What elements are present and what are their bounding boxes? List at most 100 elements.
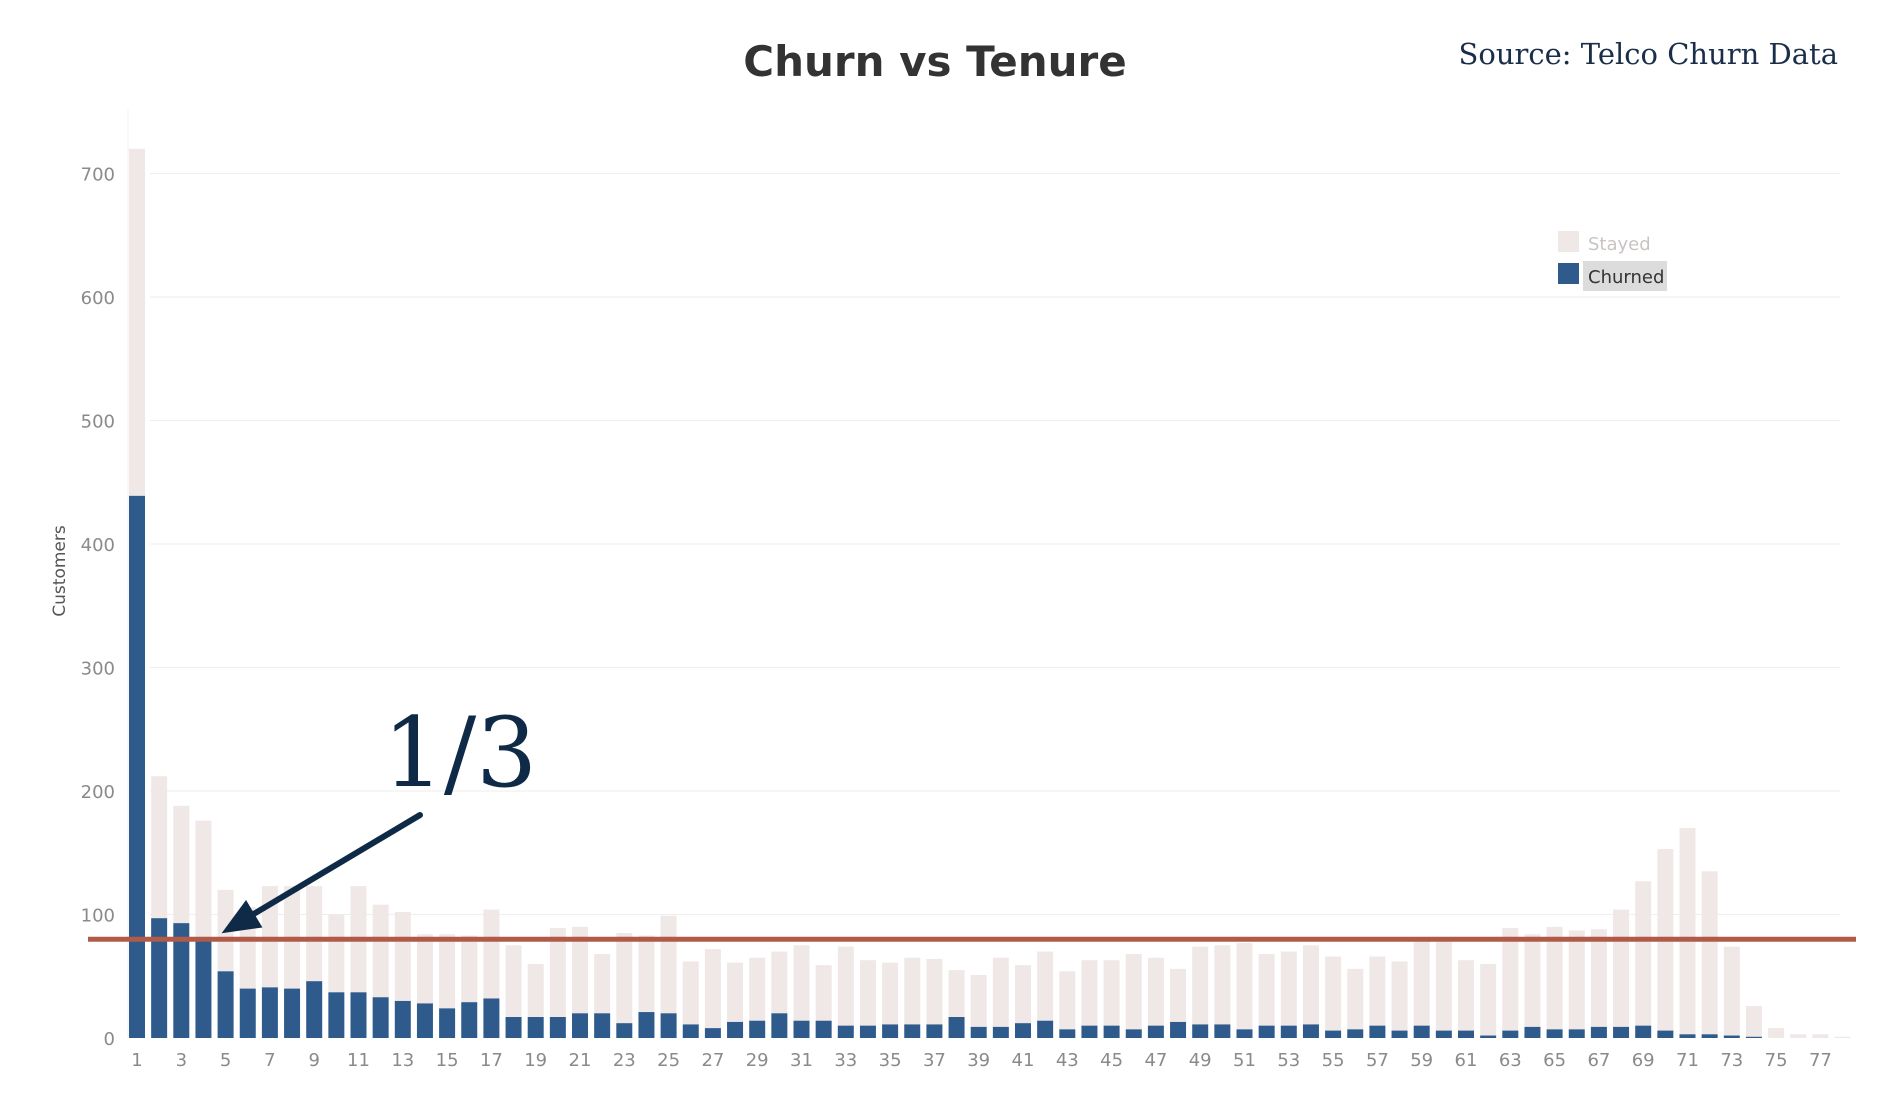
x-tick-label: 33 (834, 1050, 857, 1071)
x-tick-label: 1 (131, 1050, 142, 1071)
bar-stayed (1458, 960, 1474, 1031)
legend-highlight (1583, 261, 1667, 291)
bar-stayed (970, 975, 987, 1027)
bar-stayed (195, 820, 212, 938)
bar-churned (284, 988, 301, 1038)
bar-churned (1480, 1035, 1497, 1038)
x-tick-label: 31 (790, 1050, 813, 1071)
bar-stayed (660, 915, 677, 1014)
x-tick-label: 57 (1366, 1050, 1389, 1071)
legend-swatch-stayed[interactable] (1558, 231, 1579, 252)
y-tick-label: 300 (81, 659, 115, 680)
y-tick-label: 100 (81, 906, 115, 927)
bar-churned (1325, 1030, 1342, 1038)
x-tick-label: 53 (1277, 1050, 1300, 1071)
legend-label-churned[interactable]: Churned (1588, 267, 1664, 288)
x-tick-label: 35 (879, 1050, 902, 1071)
annotation-arrow-head (221, 900, 263, 934)
bar-stayed (1369, 956, 1386, 1026)
x-tick-label: 67 (1587, 1050, 1610, 1071)
bar-stayed (682, 961, 699, 1025)
bar-stayed (1325, 956, 1342, 1031)
bar-churned (1413, 1025, 1430, 1038)
bar-stayed (1391, 961, 1408, 1031)
x-tick-label: 61 (1455, 1050, 1478, 1071)
bar-churned (882, 1024, 899, 1038)
y-tick-label: 700 (81, 165, 115, 186)
bar-stayed (1302, 945, 1319, 1025)
bar-stayed (416, 934, 433, 1004)
y-axis-label: Customers (50, 525, 70, 617)
bar-stayed (1480, 963, 1497, 1036)
x-tick-label: 45 (1100, 1050, 1123, 1071)
bar-churned (1214, 1024, 1231, 1038)
bar-stayed (1812, 1034, 1829, 1038)
bar-stayed (859, 960, 876, 1026)
bar-churned (416, 1003, 433, 1038)
bar-churned (572, 1013, 588, 1038)
legend-swatch-churned[interactable] (1558, 263, 1579, 284)
bar-churned (1170, 1021, 1187, 1038)
x-tick-label: 27 (701, 1050, 724, 1071)
bar-stayed (1125, 954, 1142, 1030)
bar-churned (970, 1026, 987, 1038)
bar-churned (904, 1024, 921, 1038)
bar-stayed (1103, 960, 1120, 1026)
bar-churned (1613, 1026, 1630, 1038)
bar-stayed (1347, 968, 1364, 1030)
bar-stayed (1768, 1028, 1785, 1038)
bar-churned (793, 1020, 810, 1038)
bar-stayed (483, 909, 500, 999)
x-tick-label: 43 (1056, 1050, 1079, 1071)
x-tick-label: 25 (657, 1050, 680, 1071)
x-tick-label: 41 (1012, 1050, 1035, 1071)
bar-stayed (1524, 934, 1541, 1027)
bar-churned (594, 1013, 611, 1038)
x-tick-label: 69 (1632, 1050, 1655, 1071)
bar-churned (992, 1026, 1009, 1038)
legend-label-stayed[interactable]: Stayed (1588, 234, 1651, 255)
bar-churned (261, 987, 278, 1038)
bar-stayed (1170, 968, 1187, 1022)
bar-stayed (1413, 940, 1430, 1026)
bar-churned (1590, 1026, 1607, 1038)
bar-stayed (461, 935, 478, 1003)
bar-churned (483, 998, 500, 1038)
bar-churned (217, 971, 234, 1038)
bar-churned (704, 1028, 721, 1038)
bar-stayed (926, 958, 943, 1025)
bar-churned (394, 1000, 411, 1038)
bar-stayed (1590, 929, 1607, 1027)
x-tick-label: 23 (613, 1050, 636, 1071)
bar-stayed (771, 951, 788, 1014)
bar-churned (1369, 1025, 1386, 1038)
bar-churned (682, 1024, 699, 1038)
bar-stayed (1435, 941, 1452, 1031)
bar-stayed (1059, 971, 1076, 1030)
bar-stayed (151, 776, 168, 919)
bar-stayed (948, 970, 965, 1018)
x-tick-label: 59 (1410, 1050, 1433, 1071)
bar-churned (1524, 1026, 1541, 1038)
bar-stayed (1147, 957, 1164, 1026)
bar-churned (195, 937, 212, 1038)
annotation-arrow-shaft (238, 812, 423, 925)
bars (129, 148, 1851, 1039)
x-tick-label: 13 (391, 1050, 414, 1071)
bar-churned (1635, 1025, 1652, 1038)
bar-churned (859, 1025, 876, 1038)
bar-churned (660, 1013, 677, 1038)
bar-churned (771, 1013, 788, 1038)
bar-stayed (1280, 951, 1297, 1026)
bar-churned (837, 1025, 854, 1038)
bar-churned (1347, 1029, 1364, 1038)
bar-churned (239, 988, 256, 1038)
bar-churned (505, 1017, 522, 1038)
x-tick-label: 29 (746, 1050, 769, 1071)
bar-churned (749, 1020, 766, 1038)
bar-churned (1679, 1034, 1696, 1038)
bar-churned (1125, 1029, 1142, 1038)
bar-stayed (505, 945, 522, 1018)
bar-stayed (992, 957, 1009, 1027)
bar-churned (1745, 1036, 1762, 1038)
